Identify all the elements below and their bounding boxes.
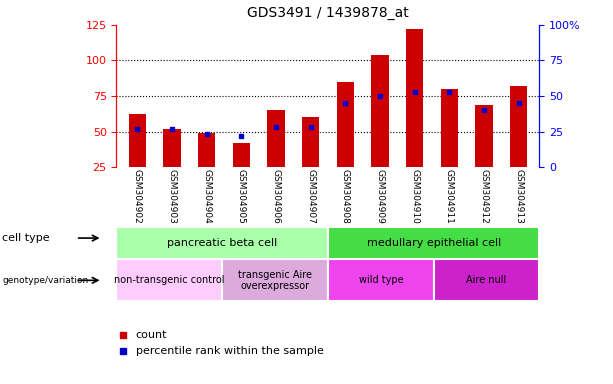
Bar <box>267 110 284 167</box>
Text: transgenic Aire
overexpressor: transgenic Aire overexpressor <box>238 270 312 291</box>
Bar <box>198 133 215 167</box>
Bar <box>371 55 389 167</box>
Bar <box>433 259 539 301</box>
Text: cell type: cell type <box>2 233 50 243</box>
Text: wild type: wild type <box>359 275 403 285</box>
Bar <box>302 118 319 167</box>
Text: GSM304908: GSM304908 <box>341 169 350 224</box>
Text: GSM304904: GSM304904 <box>202 169 211 224</box>
Bar <box>129 114 146 167</box>
Bar <box>116 227 328 259</box>
Bar <box>163 129 181 167</box>
Bar <box>510 86 527 167</box>
Title: GDS3491 / 1439878_at: GDS3491 / 1439878_at <box>247 6 409 20</box>
Text: GSM304906: GSM304906 <box>272 169 281 224</box>
Text: Aire null: Aire null <box>466 275 507 285</box>
Bar <box>337 82 354 167</box>
Bar <box>328 259 433 301</box>
Text: GSM304902: GSM304902 <box>133 169 142 224</box>
Bar <box>441 89 458 167</box>
Text: non-transgenic control: non-transgenic control <box>114 275 224 285</box>
Bar <box>475 104 493 167</box>
Text: GSM304909: GSM304909 <box>375 169 384 224</box>
Text: GSM304903: GSM304903 <box>167 169 177 224</box>
Bar <box>232 143 250 167</box>
Text: GSM304913: GSM304913 <box>514 169 523 224</box>
Text: percentile rank within the sample: percentile rank within the sample <box>135 346 324 356</box>
Text: count: count <box>135 330 167 340</box>
Bar <box>406 29 424 167</box>
Text: pancreatic beta cell: pancreatic beta cell <box>167 238 277 248</box>
Bar <box>222 259 328 301</box>
Text: medullary epithelial cell: medullary epithelial cell <box>367 238 501 248</box>
Bar <box>116 259 222 301</box>
Text: GSM304907: GSM304907 <box>306 169 315 224</box>
Text: GSM304911: GSM304911 <box>445 169 454 224</box>
Text: GSM304910: GSM304910 <box>410 169 419 224</box>
Text: GSM304912: GSM304912 <box>479 169 489 224</box>
Text: genotype/variation: genotype/variation <box>2 276 89 285</box>
Text: GSM304905: GSM304905 <box>237 169 246 224</box>
Bar <box>328 227 539 259</box>
